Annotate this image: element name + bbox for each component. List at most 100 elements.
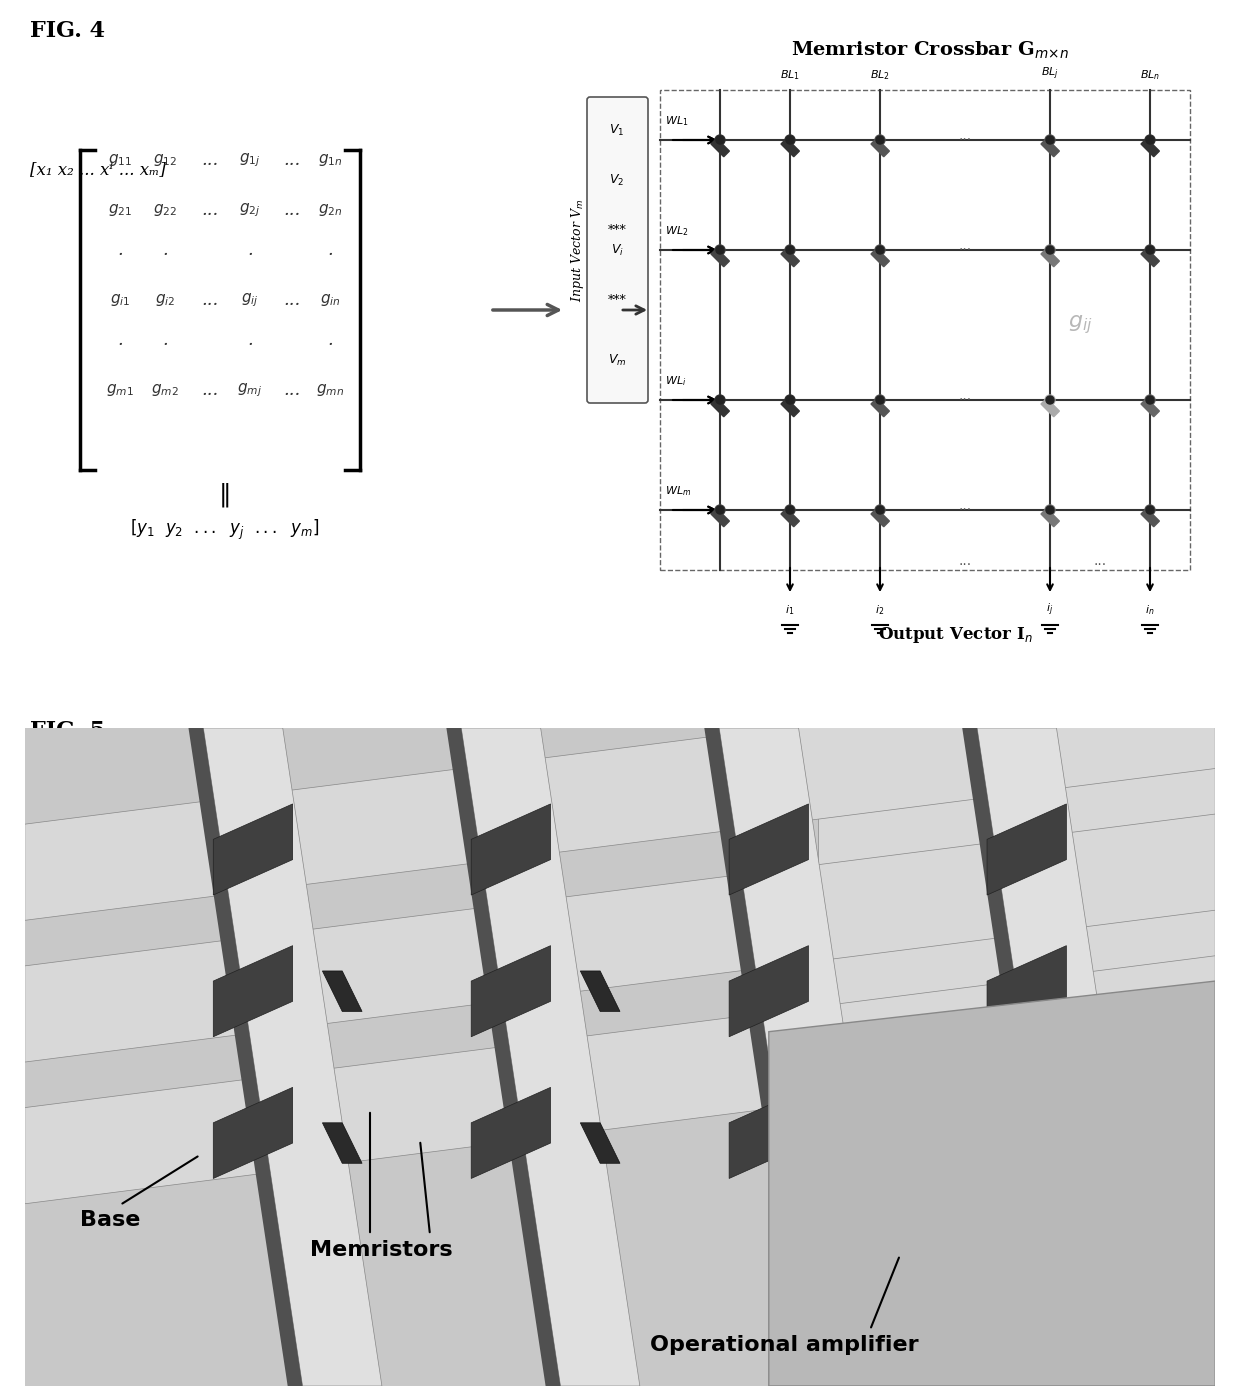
- Text: ···: ···: [1094, 559, 1106, 573]
- Text: $WL_m$: $WL_m$: [665, 484, 691, 498]
- Text: FIG. 5: FIG. 5: [30, 720, 105, 742]
- Circle shape: [875, 136, 884, 144]
- Polygon shape: [471, 1088, 551, 1179]
- Circle shape: [1045, 395, 1055, 405]
- Polygon shape: [471, 804, 551, 895]
- Text: $V_2$: $V_2$: [609, 172, 625, 188]
- Polygon shape: [818, 728, 1215, 1032]
- Polygon shape: [25, 829, 1215, 997]
- Circle shape: [715, 134, 725, 146]
- Text: $g_{mj}$: $g_{mj}$: [238, 381, 263, 399]
- Circle shape: [715, 505, 724, 514]
- Text: ·: ·: [327, 336, 332, 354]
- Text: ...: ...: [201, 202, 218, 218]
- Text: $g_{12}$: $g_{12}$: [153, 153, 177, 168]
- Text: ...: ...: [284, 202, 300, 218]
- Text: $g_{ij}$: $g_{ij}$: [242, 291, 259, 309]
- Bar: [1141, 248, 1159, 267]
- Circle shape: [715, 246, 724, 253]
- Circle shape: [715, 136, 724, 144]
- Text: $WL_1$: $WL_1$: [665, 115, 688, 127]
- Polygon shape: [977, 728, 1156, 1386]
- Circle shape: [785, 505, 795, 515]
- Circle shape: [785, 134, 795, 146]
- Circle shape: [1146, 246, 1154, 253]
- Text: $i_n$: $i_n$: [1146, 603, 1154, 617]
- Text: Input Vector V$_m$: Input Vector V$_m$: [569, 199, 587, 301]
- Bar: [870, 139, 889, 157]
- Circle shape: [1047, 136, 1054, 144]
- Text: ***: ***: [608, 294, 626, 307]
- Polygon shape: [25, 813, 1215, 1063]
- Polygon shape: [213, 804, 293, 895]
- Text: $g_{in}$: $g_{in}$: [320, 293, 340, 308]
- Text: $g_{2j}$: $g_{2j}$: [239, 202, 260, 218]
- Text: ···: ···: [959, 393, 972, 407]
- Text: ···: ···: [959, 244, 972, 258]
- Bar: [660, 90, 1190, 570]
- Text: $g_{11}$: $g_{11}$: [108, 153, 133, 168]
- Text: ·: ·: [247, 336, 253, 354]
- Circle shape: [875, 505, 884, 514]
- Circle shape: [786, 246, 794, 253]
- Text: $g_{i2}$: $g_{i2}$: [155, 293, 175, 308]
- Bar: [870, 248, 889, 267]
- Circle shape: [1145, 134, 1154, 146]
- Polygon shape: [25, 672, 1215, 920]
- Circle shape: [1146, 396, 1154, 405]
- Bar: [711, 248, 729, 267]
- Text: $g_{mn}$: $g_{mn}$: [316, 382, 343, 398]
- Polygon shape: [962, 728, 1076, 1386]
- Text: $g_{22}$: $g_{22}$: [153, 202, 177, 218]
- Bar: [1141, 139, 1159, 157]
- Circle shape: [1047, 505, 1054, 514]
- Bar: [1141, 399, 1159, 417]
- Text: Base: Base: [81, 1210, 140, 1231]
- Polygon shape: [446, 728, 560, 1386]
- Polygon shape: [580, 972, 620, 1011]
- Text: $BL_j$: $BL_j$: [1042, 66, 1059, 83]
- Bar: [781, 248, 800, 267]
- Text: ***: ***: [608, 224, 626, 237]
- Text: $V_i$: $V_i$: [610, 242, 624, 258]
- Text: ·: ·: [327, 246, 332, 265]
- Text: $g_{2n}$: $g_{2n}$: [317, 202, 342, 218]
- Text: $BL_n$: $BL_n$: [1140, 69, 1161, 83]
- Circle shape: [786, 396, 794, 405]
- Circle shape: [1145, 395, 1154, 405]
- Circle shape: [1146, 136, 1154, 144]
- Text: FIG. 4: FIG. 4: [30, 20, 105, 42]
- Polygon shape: [729, 1088, 808, 1179]
- Polygon shape: [987, 804, 1066, 895]
- Text: ...: ...: [284, 151, 300, 169]
- Polygon shape: [25, 687, 1215, 854]
- Polygon shape: [25, 956, 1215, 1204]
- Polygon shape: [987, 945, 1066, 1037]
- Text: $WL_i$: $WL_i$: [665, 374, 686, 388]
- Bar: [711, 139, 729, 157]
- Text: $BL_1$: $BL_1$: [780, 69, 800, 83]
- Polygon shape: [203, 728, 382, 1386]
- Circle shape: [786, 505, 794, 514]
- Text: $i_1$: $i_1$: [785, 603, 795, 617]
- Bar: [1042, 139, 1059, 157]
- Bar: [1042, 508, 1059, 526]
- Text: Output Vector I$_n$: Output Vector I$_n$: [878, 624, 1033, 645]
- FancyBboxPatch shape: [587, 97, 649, 403]
- Text: ···: ···: [959, 133, 972, 147]
- Text: $g_{1j}$: $g_{1j}$: [239, 151, 260, 169]
- Bar: [781, 508, 800, 526]
- Circle shape: [786, 136, 794, 144]
- Bar: [781, 139, 800, 157]
- Polygon shape: [461, 728, 640, 1386]
- Circle shape: [875, 134, 885, 146]
- Polygon shape: [729, 804, 808, 895]
- Text: $BL_2$: $BL_2$: [870, 69, 890, 83]
- Circle shape: [875, 395, 885, 405]
- Text: $g_{m1}$: $g_{m1}$: [107, 382, 134, 398]
- Text: $g_{ij}$: $g_{ij}$: [1068, 314, 1092, 336]
- Text: ...: ...: [201, 291, 218, 309]
- Text: ·: ·: [117, 246, 123, 265]
- Circle shape: [875, 505, 885, 515]
- Bar: [1042, 248, 1059, 267]
